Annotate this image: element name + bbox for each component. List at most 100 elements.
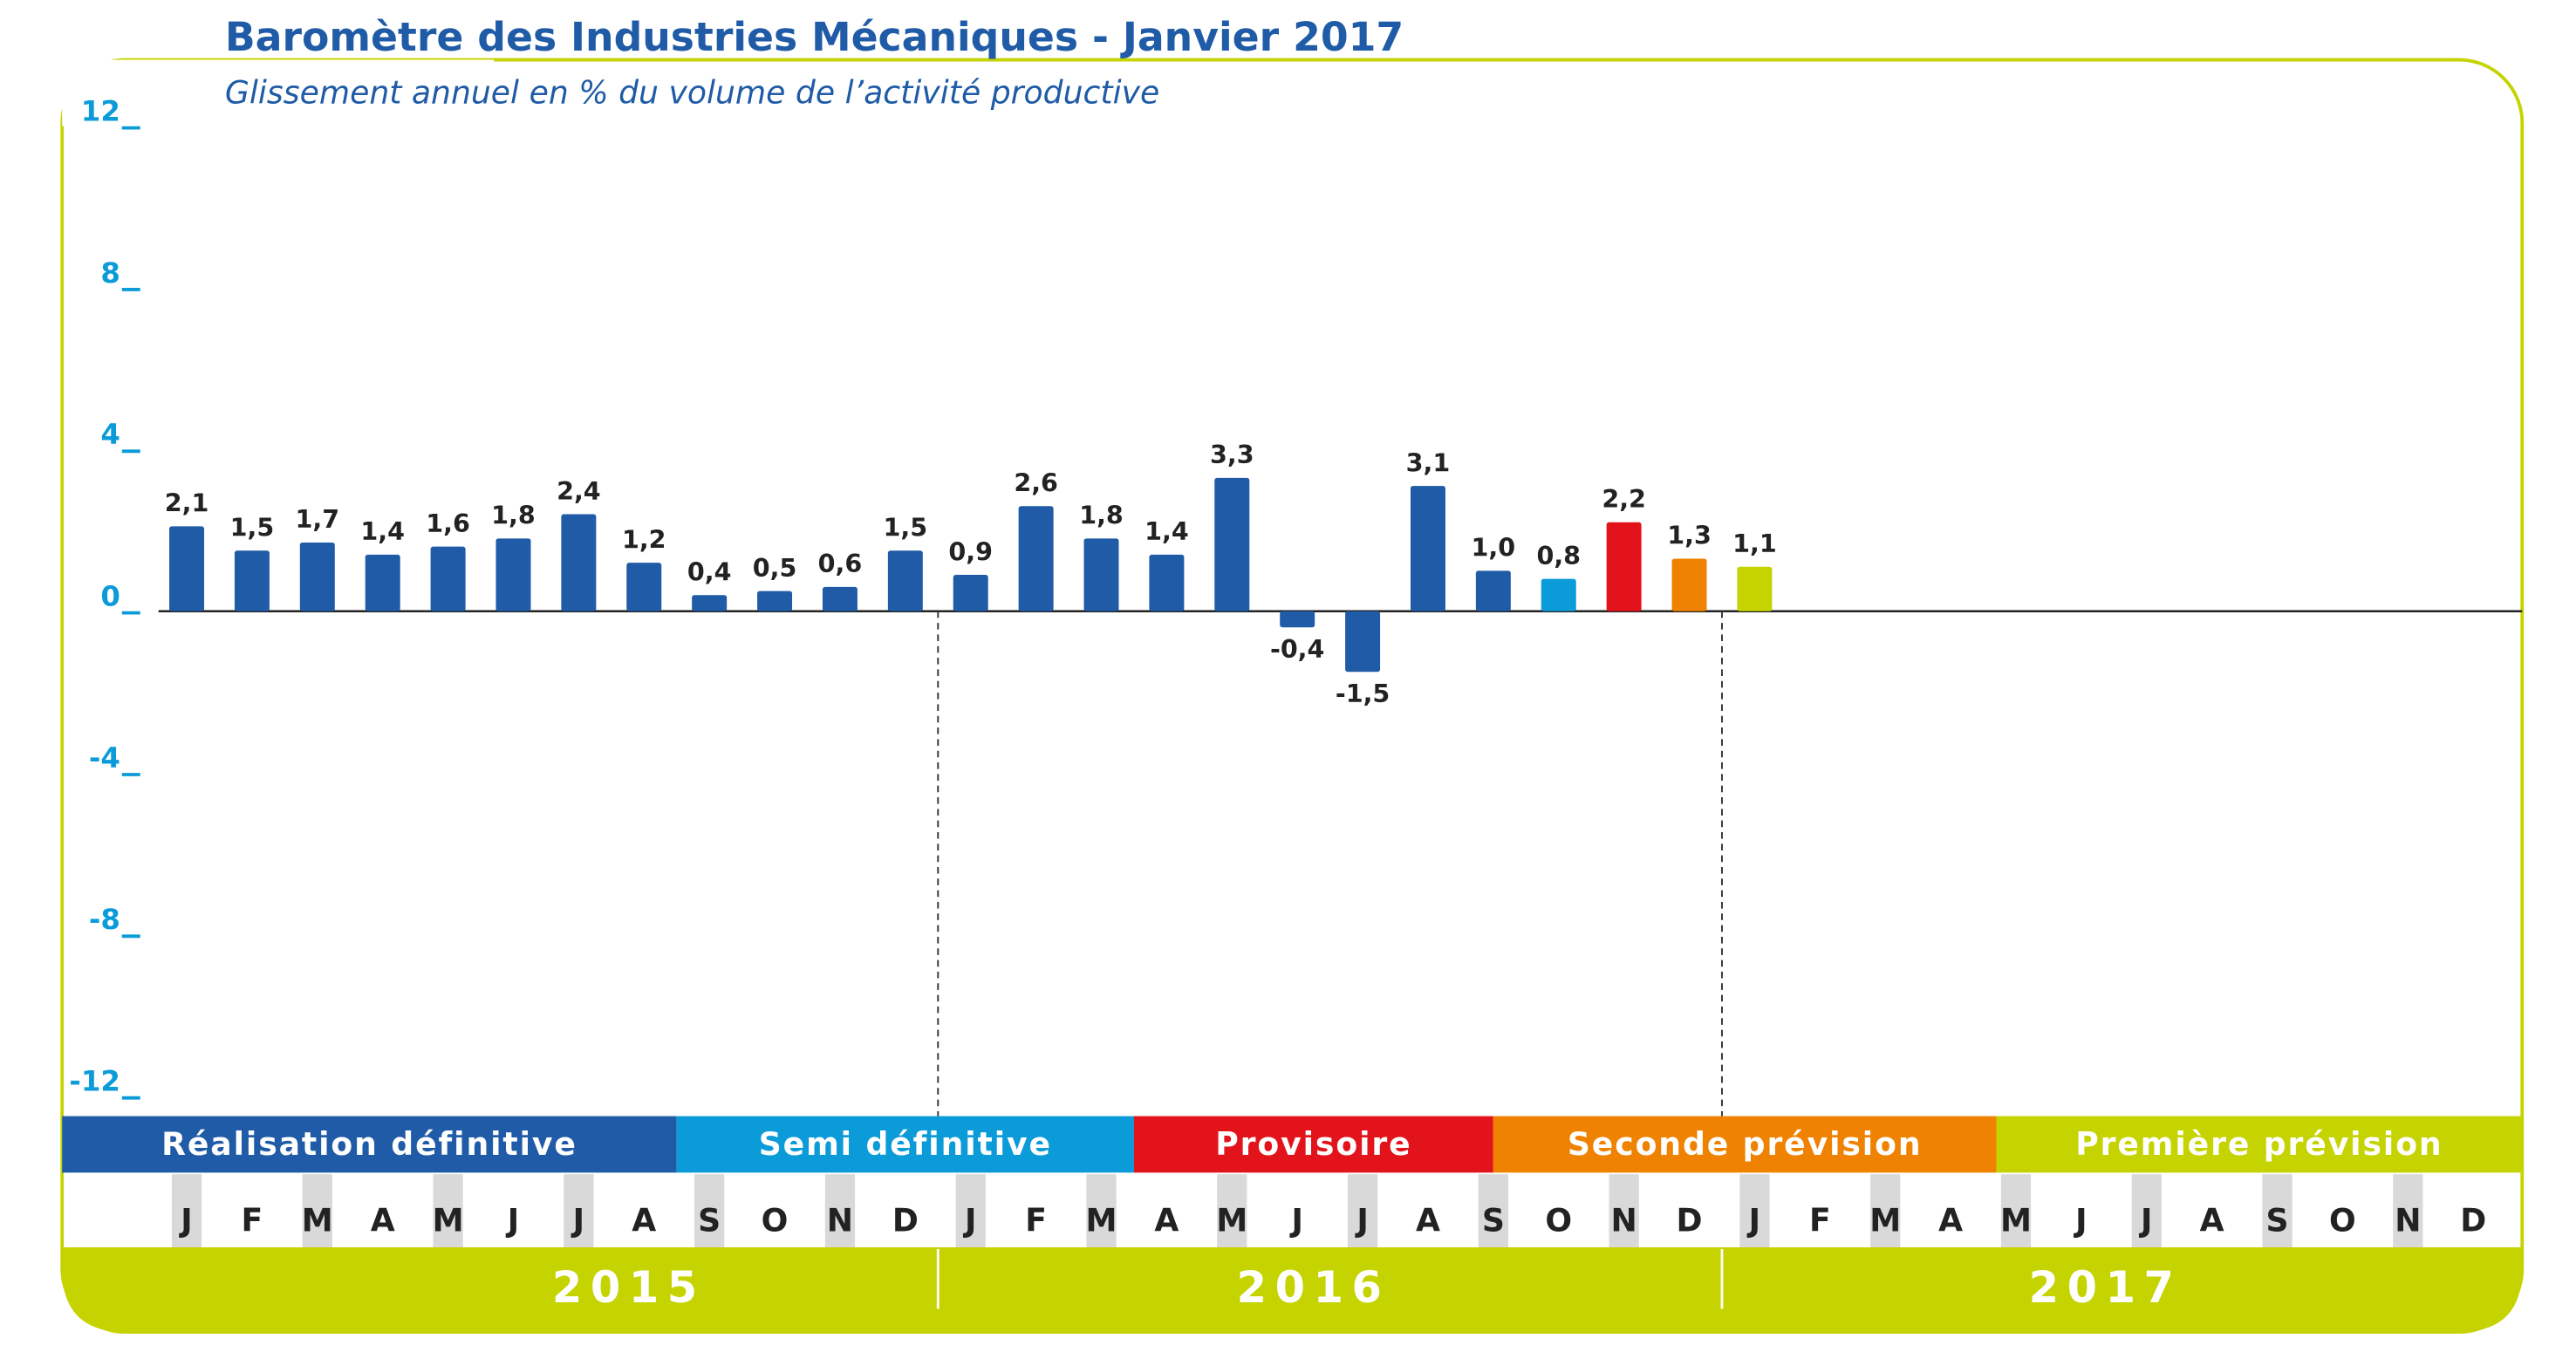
month-tile	[1870, 1174, 1901, 1248]
phase-label: Provisoire	[1215, 1125, 1411, 1163]
x-tick-label: J	[2138, 1201, 2152, 1239]
x-tick-label: F	[1809, 1201, 1831, 1239]
phase-band	[1133, 1116, 1493, 1173]
bar	[887, 550, 923, 611]
value-label: 1,4	[1145, 516, 1189, 546]
value-label: 1,5	[884, 512, 928, 542]
value-label: 1,4	[360, 516, 405, 546]
month-tile	[1478, 1174, 1508, 1248]
bar	[626, 563, 662, 611]
bar	[1606, 522, 1642, 611]
bar	[1345, 611, 1381, 673]
value-label: 1,1	[1732, 529, 1777, 558]
x-tick-label: N	[827, 1201, 853, 1239]
bar	[1280, 611, 1315, 628]
x-tick-label: D	[1677, 1201, 1703, 1239]
bar	[234, 550, 270, 611]
x-tick-label: S	[2266, 1201, 2289, 1239]
x-tick-label: M	[1216, 1201, 1247, 1239]
month-tile	[2131, 1174, 2162, 1248]
y-tick-label: 4	[100, 418, 120, 451]
value-label: 2,4	[557, 476, 601, 506]
phase-label: Seconde prévision	[1568, 1125, 1923, 1163]
y-tick-label: -8	[89, 903, 120, 936]
x-tick-label: N	[2395, 1201, 2421, 1239]
bar	[1018, 506, 1054, 611]
value-label: 1,8	[491, 501, 536, 530]
x-tick-label: J	[1354, 1201, 1368, 1239]
x-tick-label: J	[1288, 1201, 1302, 1239]
x-tick-label: M	[1086, 1201, 1117, 1239]
bar	[953, 575, 988, 611]
x-tick-label: J	[178, 1201, 192, 1239]
chart-title: Baromètre des Industries Mécaniques - Ja…	[225, 14, 1404, 60]
x-tick-label: M	[2000, 1201, 2032, 1239]
bar	[1410, 486, 1445, 611]
value-label: 1,8	[1079, 501, 1124, 530]
x-tick-label: A	[371, 1201, 395, 1239]
year-band	[62, 1247, 2523, 1333]
phase-label: Première prévision	[2075, 1125, 2443, 1163]
month-tile	[1609, 1174, 1639, 1248]
bar	[1541, 578, 1576, 611]
phase-band	[62, 1116, 677, 1173]
bar	[1737, 566, 1773, 611]
year-label: 2016	[1237, 1262, 1390, 1313]
month-tile	[433, 1174, 463, 1248]
phase-label: Réalisation définitive	[161, 1125, 577, 1163]
value-label: 1,2	[622, 524, 666, 554]
x-tick-label: A	[1416, 1201, 1440, 1239]
month-tile	[564, 1174, 594, 1248]
bar	[692, 595, 728, 611]
bar	[1149, 554, 1185, 611]
phase-band	[1493, 1116, 1997, 1173]
value-label: 1,5	[230, 512, 275, 542]
y-tick-label: -4	[89, 741, 120, 775]
month-tile	[824, 1174, 856, 1248]
x-tick-label: M	[433, 1201, 464, 1239]
chart-subtitle: Glissement annuel en % du volume de l’ac…	[225, 74, 1159, 112]
y-tick-label: 12	[81, 94, 120, 127]
x-tick-label: F	[1025, 1201, 1047, 1239]
y-tick-label: 8	[100, 256, 120, 290]
x-tick-label: S	[1482, 1201, 1505, 1239]
value-label: 2,6	[1014, 468, 1058, 498]
bar	[1214, 477, 1250, 611]
x-tick-label: M	[1869, 1201, 1901, 1239]
value-label: 2,2	[1602, 484, 1646, 514]
month-tile	[1086, 1174, 1117, 1248]
month-tile	[955, 1174, 986, 1248]
value-label: -0,4	[1270, 634, 1324, 664]
x-tick-label: A	[1154, 1201, 1179, 1239]
x-tick-label: F	[242, 1201, 263, 1239]
y-tick-label: 0	[100, 580, 120, 613]
value-label: 0,6	[818, 549, 863, 578]
month-tile	[694, 1174, 725, 1248]
bar	[1475, 570, 1511, 611]
month-tile	[1347, 1174, 1378, 1248]
x-tick-label: N	[1611, 1201, 1637, 1239]
value-label: 0,4	[687, 557, 732, 586]
month-tile	[2262, 1174, 2292, 1248]
x-tick-label: O	[762, 1201, 789, 1239]
value-label: 1,7	[296, 504, 340, 534]
bar	[299, 542, 335, 611]
bar	[495, 538, 531, 611]
x-tick-label: A	[1938, 1201, 1963, 1239]
bar	[365, 554, 400, 611]
x-tick-label: D	[892, 1201, 919, 1239]
month-tile	[302, 1174, 332, 1248]
month-tile	[2000, 1174, 2032, 1248]
bar	[822, 586, 858, 611]
x-tick-label: J	[571, 1201, 584, 1239]
bar	[430, 546, 466, 611]
value-label: 3,1	[1406, 447, 1451, 477]
value-label: 1,6	[426, 509, 470, 538]
value-label: 0,9	[948, 536, 993, 566]
x-tick-label: J	[2073, 1201, 2087, 1239]
x-tick-label: A	[2200, 1201, 2224, 1239]
value-label: 0,5	[753, 553, 797, 583]
value-label: -1,5	[1336, 679, 1390, 708]
x-tick-label: J	[962, 1201, 976, 1239]
